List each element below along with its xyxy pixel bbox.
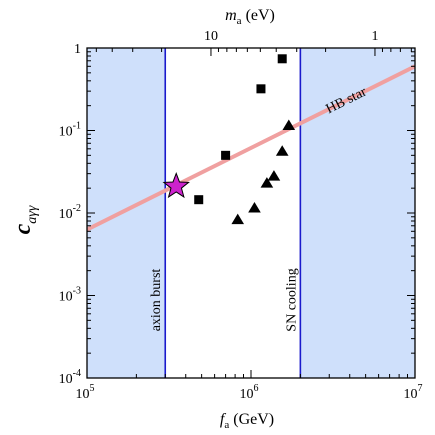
x-tick-label: 106 xyxy=(240,383,259,402)
x-tick-label: 107 xyxy=(404,383,423,402)
square-marker xyxy=(194,195,204,205)
top-axis-title: ma (eV) xyxy=(225,7,275,27)
top-tick-label: 10 xyxy=(204,29,218,44)
data-markers xyxy=(162,54,296,225)
region-label: SN cooling xyxy=(284,268,299,331)
excluded-region xyxy=(87,48,166,378)
axis-ticks xyxy=(86,48,416,379)
triangle-marker xyxy=(282,119,296,130)
triangle-marker xyxy=(231,213,245,225)
triangle-marker xyxy=(275,145,289,156)
hb-bound-line xyxy=(87,64,415,232)
hb-bound-line-path xyxy=(87,64,415,232)
x-tick-label: 105 xyxy=(76,383,95,402)
excluded-region xyxy=(300,48,415,378)
x-axis-title: fa (GeV) xyxy=(220,411,274,431)
triangle-marker xyxy=(260,177,274,188)
y-tick-label: 10-1 xyxy=(59,121,81,140)
tick-labels: 105 106 107 10-4 10-3 10-2 10-1 1 10 1 xyxy=(59,29,423,402)
star-marker xyxy=(162,172,190,199)
square-marker xyxy=(277,54,287,64)
y-tick-label: 1 xyxy=(74,42,81,57)
square-marker xyxy=(256,84,266,94)
y-tick-label: 10-4 xyxy=(59,368,81,387)
triangle-marker xyxy=(267,170,281,181)
region-label: axion burst xyxy=(149,269,164,332)
y-tick-label: 10-2 xyxy=(59,203,81,222)
y-tick-label: 10-3 xyxy=(59,286,81,305)
top-tick-label: 1 xyxy=(371,29,378,44)
y-axis-title: caγγ xyxy=(10,205,40,234)
excluded-regions xyxy=(87,48,415,378)
square-marker xyxy=(221,150,231,160)
region-boundary-lines xyxy=(164,48,302,378)
triangle-marker xyxy=(248,201,261,213)
